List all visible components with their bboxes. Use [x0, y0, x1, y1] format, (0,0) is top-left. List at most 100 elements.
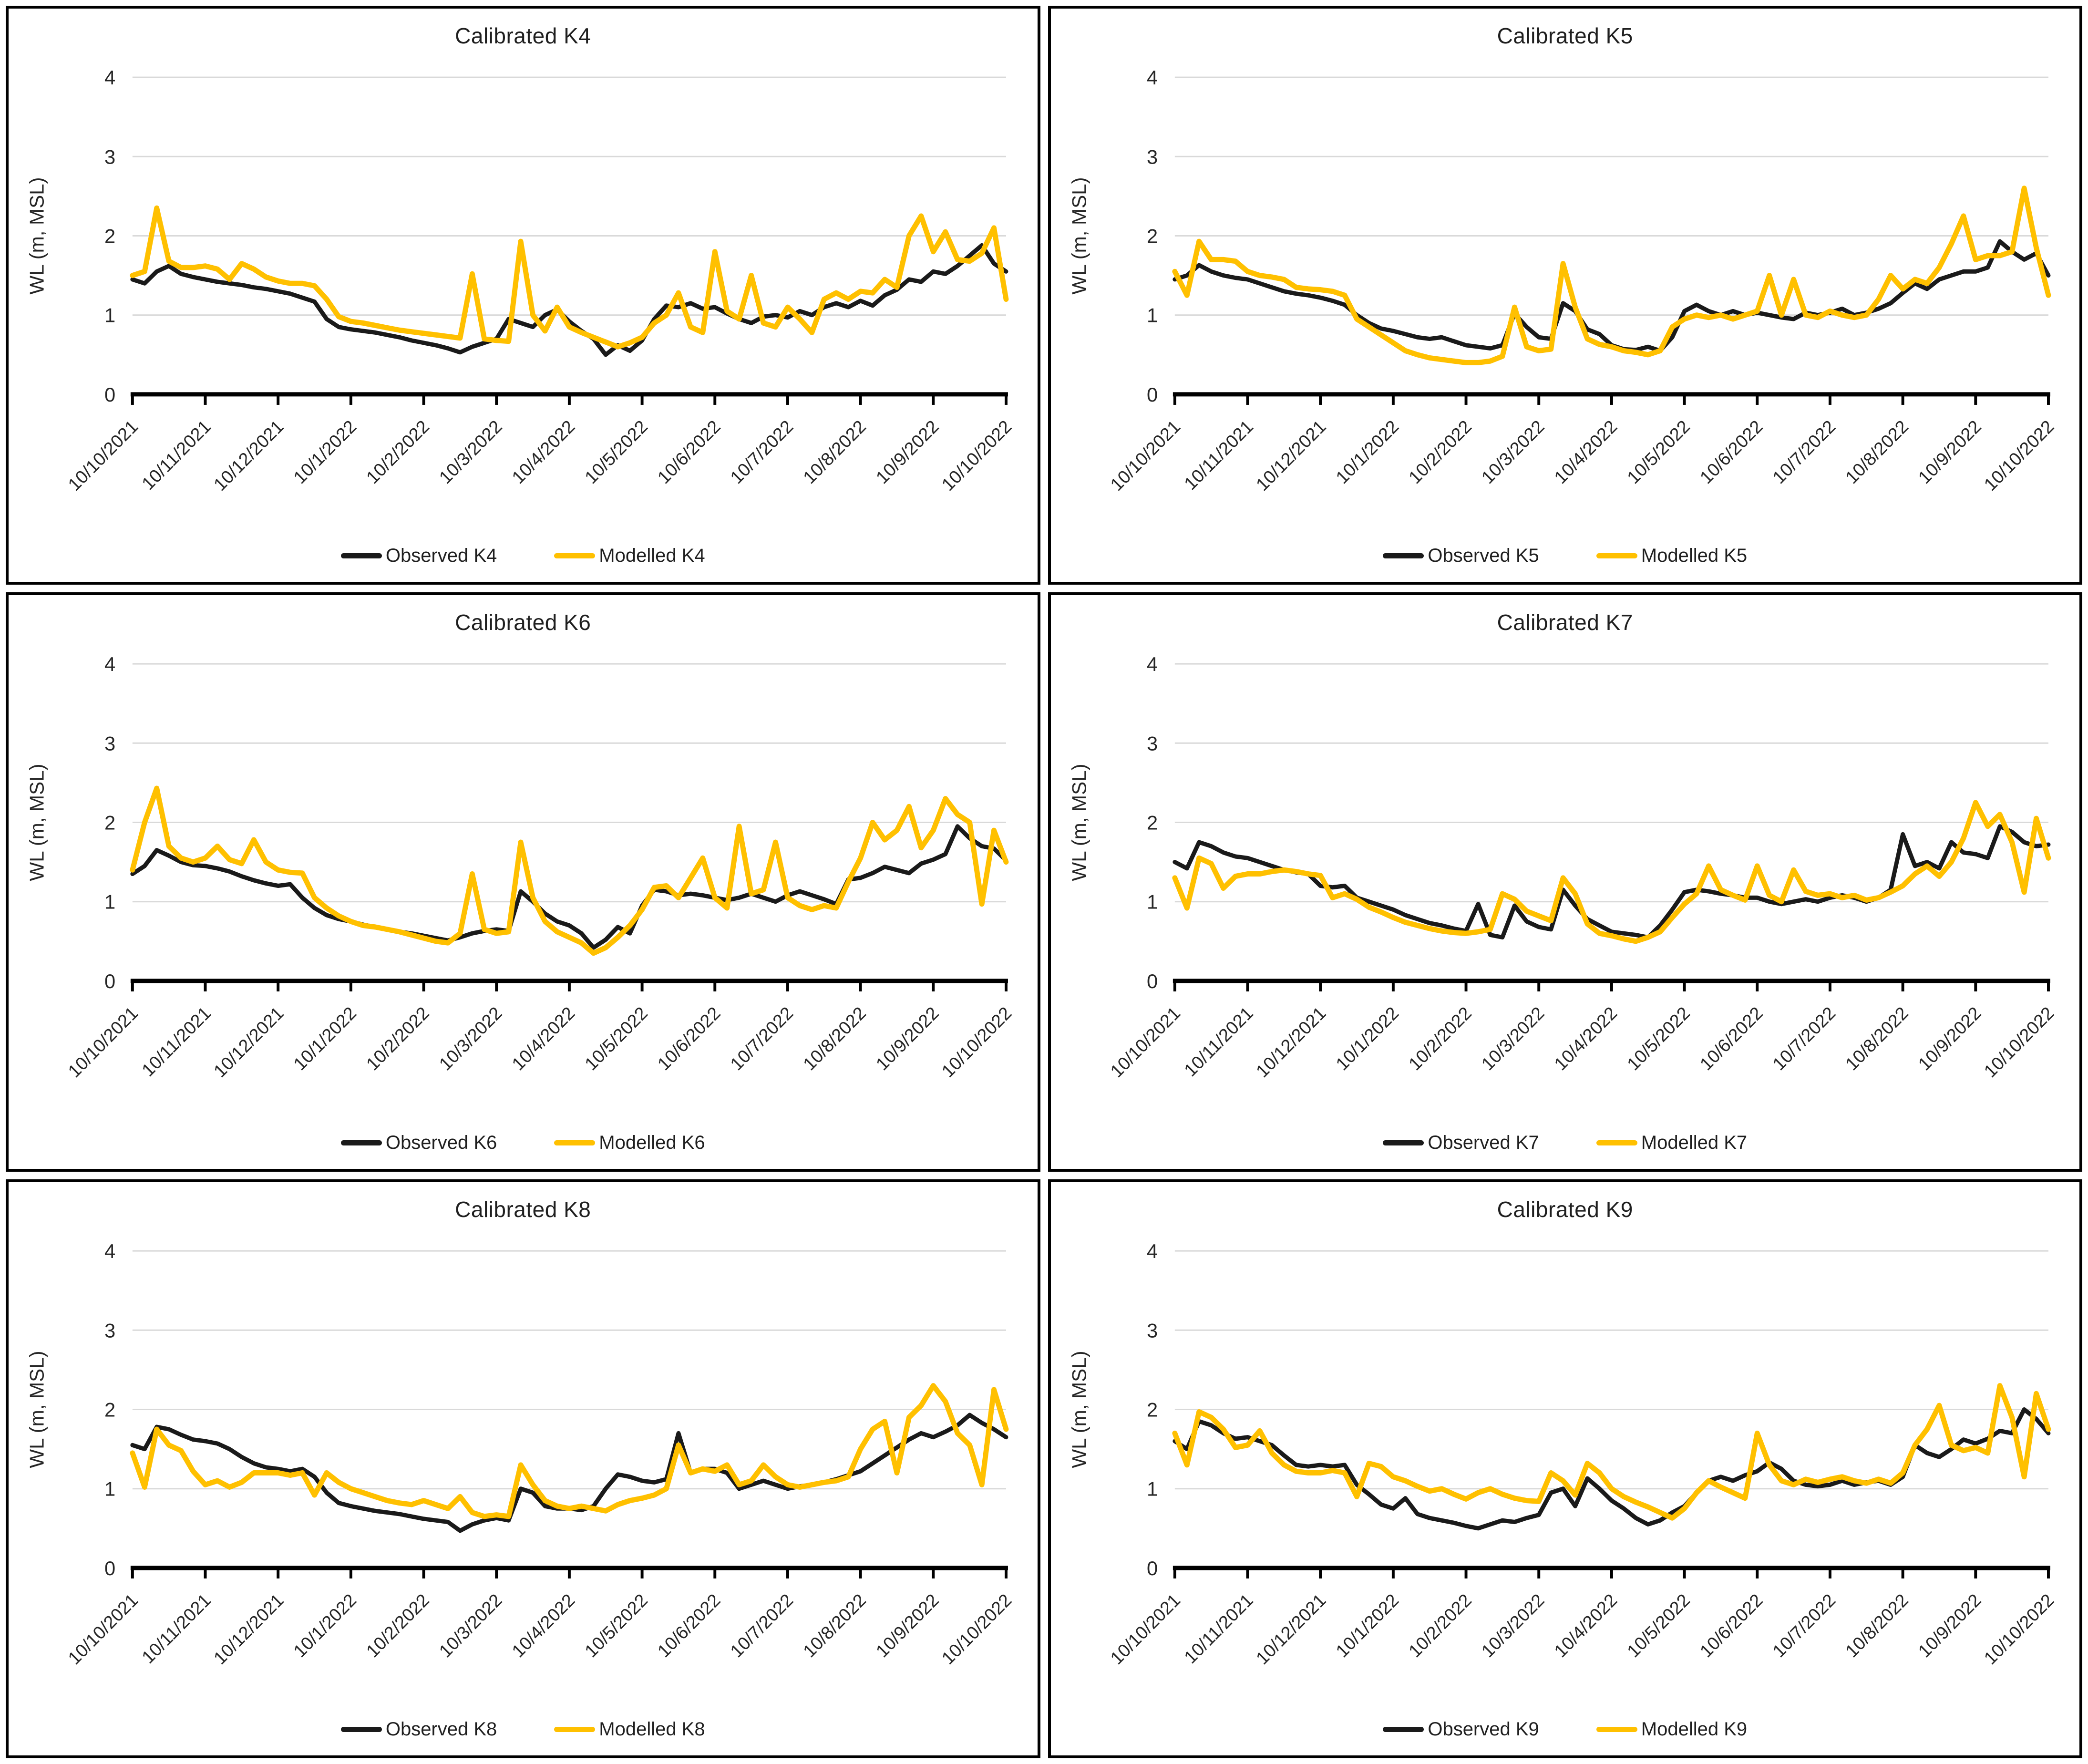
chart-area-k4: 0 1 2 3 4 WL (m, MSL) 10/10/2021 10/11/2021 10/1…: [13, 49, 1033, 545]
chart-legend-k7: Observed K7 Modelled K7: [1056, 1132, 2075, 1167]
x-tick-label: 10/7/2022: [727, 1003, 797, 1075]
x-tick-label: 10/3/2022: [1478, 1003, 1548, 1075]
panel-calibrated-k4: Calibrated K4 0 1 2 3 4 WL (m, MSL) 10/10/2021…: [6, 6, 1040, 585]
x-tick-label: 10/7/2022: [1769, 417, 1840, 488]
x-tick-label: 10/10/2021: [1107, 1003, 1184, 1082]
legend-label-observed: Observed K7: [1428, 1132, 1539, 1153]
legend-label-observed: Observed K8: [385, 1719, 497, 1740]
x-tick-label: 10/10/2021: [64, 417, 142, 495]
x-tick-label: 10/10/2022: [1980, 417, 2058, 495]
chart-area-k6: 0 1 2 3 4 WL (m, MSL) 10/10/2021 10/11/2021 10/1…: [13, 635, 1033, 1132]
y-tick-label: 0: [1146, 970, 1157, 992]
y-tick-label: 2: [104, 1398, 115, 1421]
x-tick-label: 10/2/2022: [363, 417, 433, 488]
x-tick-label: 10/6/2022: [654, 1590, 724, 1661]
x-tick-label: 10/5/2022: [581, 417, 652, 488]
series-line-modelled: [1172, 1382, 2051, 1521]
x-tick-label: 10/8/2022: [1841, 1003, 1912, 1075]
y-tick-label: 2: [1146, 225, 1157, 247]
x-tick-label: 10/12/2021: [1252, 1590, 1330, 1668]
x-tick-label: 10/6/2022: [654, 417, 724, 488]
legend-label-modelled: Modelled K9: [1641, 1719, 1748, 1740]
chart-legend-k8: Observed K8 Modelled K8: [13, 1719, 1033, 1754]
x-tick-label: 10/4/2022: [508, 1003, 579, 1075]
x-tick-label: 10/10/2021: [1107, 1590, 1184, 1668]
y-tick-label: 0: [1146, 1557, 1157, 1579]
y-tick-label: 4: [1146, 66, 1157, 89]
x-tick-label: 10/7/2022: [1769, 1003, 1840, 1075]
y-tick-label: 3: [104, 732, 115, 754]
x-tick-label: 10/6/2022: [1696, 1590, 1767, 1661]
x-tick-label: 10/12/2021: [210, 1003, 288, 1082]
x-tick-label: 10/11/2021: [1180, 417, 1257, 495]
x-tick-label: 10/12/2021: [1252, 1003, 1330, 1082]
panel-calibrated-k7: Calibrated K7 0 1 2 3 4 WL (m, MSL) 10/10/2021…: [1048, 592, 2082, 1172]
y-tick-label: 3: [104, 145, 115, 168]
x-tick-label: 10/11/2021: [138, 1590, 215, 1668]
chart-area-k7: 0 1 2 3 4 WL (m, MSL) 10/10/2021 10/11/2021 10/1…: [1056, 635, 2075, 1132]
y-tick-label: 1: [1146, 1477, 1157, 1500]
series-line-modelled: [130, 1382, 1009, 1519]
x-tick-label: 10/3/2022: [435, 417, 506, 488]
y-tick-label: 4: [104, 66, 115, 89]
y-tick-label: 2: [104, 812, 115, 834]
series-line-modelled: [130, 205, 1009, 350]
y-tick-label: 3: [1146, 145, 1157, 168]
panel-calibrated-k8: Calibrated K8 0 1 2 3 4 WL (m, MSL) 10/10/2021…: [6, 1179, 1040, 1758]
x-tick-label: 10/8/2022: [800, 1590, 870, 1661]
legend-label-observed: Observed K5: [1428, 545, 1539, 567]
y-axis-title: WL (m, MSL): [26, 1351, 48, 1468]
x-tick-label: 10/1/2022: [290, 1590, 360, 1661]
x-tick-label: 10/1/2022: [290, 417, 360, 488]
x-tick-label: 10/3/2022: [1478, 417, 1548, 488]
y-tick-label: 1: [1146, 304, 1157, 327]
x-tick-label: 10/1/2022: [1332, 1590, 1403, 1661]
x-tick-label: 10/10/2021: [64, 1003, 142, 1082]
chart-title-k4: Calibrated K4: [455, 23, 591, 48]
x-tick-label: 10/10/2022: [938, 1590, 1016, 1668]
x-tick-label: 10/2/2022: [363, 1003, 433, 1075]
x-tick-label: 10/10/2022: [1980, 1590, 2058, 1668]
series-line-observed: [1172, 824, 2050, 940]
x-tick-label: 10/10/2022: [1980, 1003, 2058, 1082]
y-tick-label: 2: [104, 225, 115, 247]
x-tick-label: 10/12/2021: [1252, 417, 1330, 495]
legend-swatch-modelled: [1596, 1140, 1637, 1145]
x-tick-label: 10/4/2022: [508, 417, 579, 488]
chart-title-k7: Calibrated K7: [1497, 610, 1633, 635]
x-tick-label: 10/7/2022: [727, 417, 797, 488]
legend-swatch-modelled: [554, 1727, 596, 1732]
x-tick-label: 10/5/2022: [1623, 417, 1694, 488]
x-tick-label: 10/6/2022: [654, 1003, 724, 1075]
x-tick-label: 10/8/2022: [800, 417, 870, 488]
chart-title-k5: Calibrated K5: [1497, 23, 1633, 48]
legend-swatch-observed: [1383, 1140, 1424, 1145]
y-tick-label: 3: [1146, 732, 1157, 754]
legend-swatch-modelled: [1596, 1727, 1637, 1732]
x-tick-label: 10/11/2021: [138, 417, 215, 495]
series-line-modelled: [1172, 800, 2051, 944]
series-line-observed: [1172, 239, 2050, 353]
y-tick-label: 0: [1146, 383, 1157, 406]
y-tick-label: 3: [1146, 1319, 1157, 1341]
x-tick-label: 10/5/2022: [1623, 1590, 1694, 1661]
x-tick-label: 10/4/2022: [1551, 1590, 1621, 1661]
legend-item-modelled: Modelled K7: [1596, 1132, 1747, 1154]
legend-item-observed: Observed K9: [1383, 1719, 1539, 1740]
legend-label-observed: Observed K4: [385, 545, 497, 567]
series-line-modelled: [1172, 186, 2051, 365]
y-tick-label: 1: [104, 304, 115, 327]
y-tick-label: 0: [104, 1557, 115, 1579]
x-tick-label: 10/11/2021: [138, 1003, 215, 1081]
x-tick-label: 10/12/2021: [210, 1590, 288, 1668]
x-tick-label: 10/3/2022: [1478, 1590, 1548, 1661]
chart-title-k6: Calibrated K6: [455, 610, 591, 635]
x-tick-label: 10/12/2021: [210, 417, 288, 495]
y-axis-title: WL (m, MSL): [26, 177, 48, 295]
chart-legend-k4: Observed K4 Modelled K4: [13, 545, 1033, 580]
x-tick-label: 10/9/2022: [1914, 1590, 1985, 1661]
y-tick-label: 3: [104, 1319, 115, 1341]
